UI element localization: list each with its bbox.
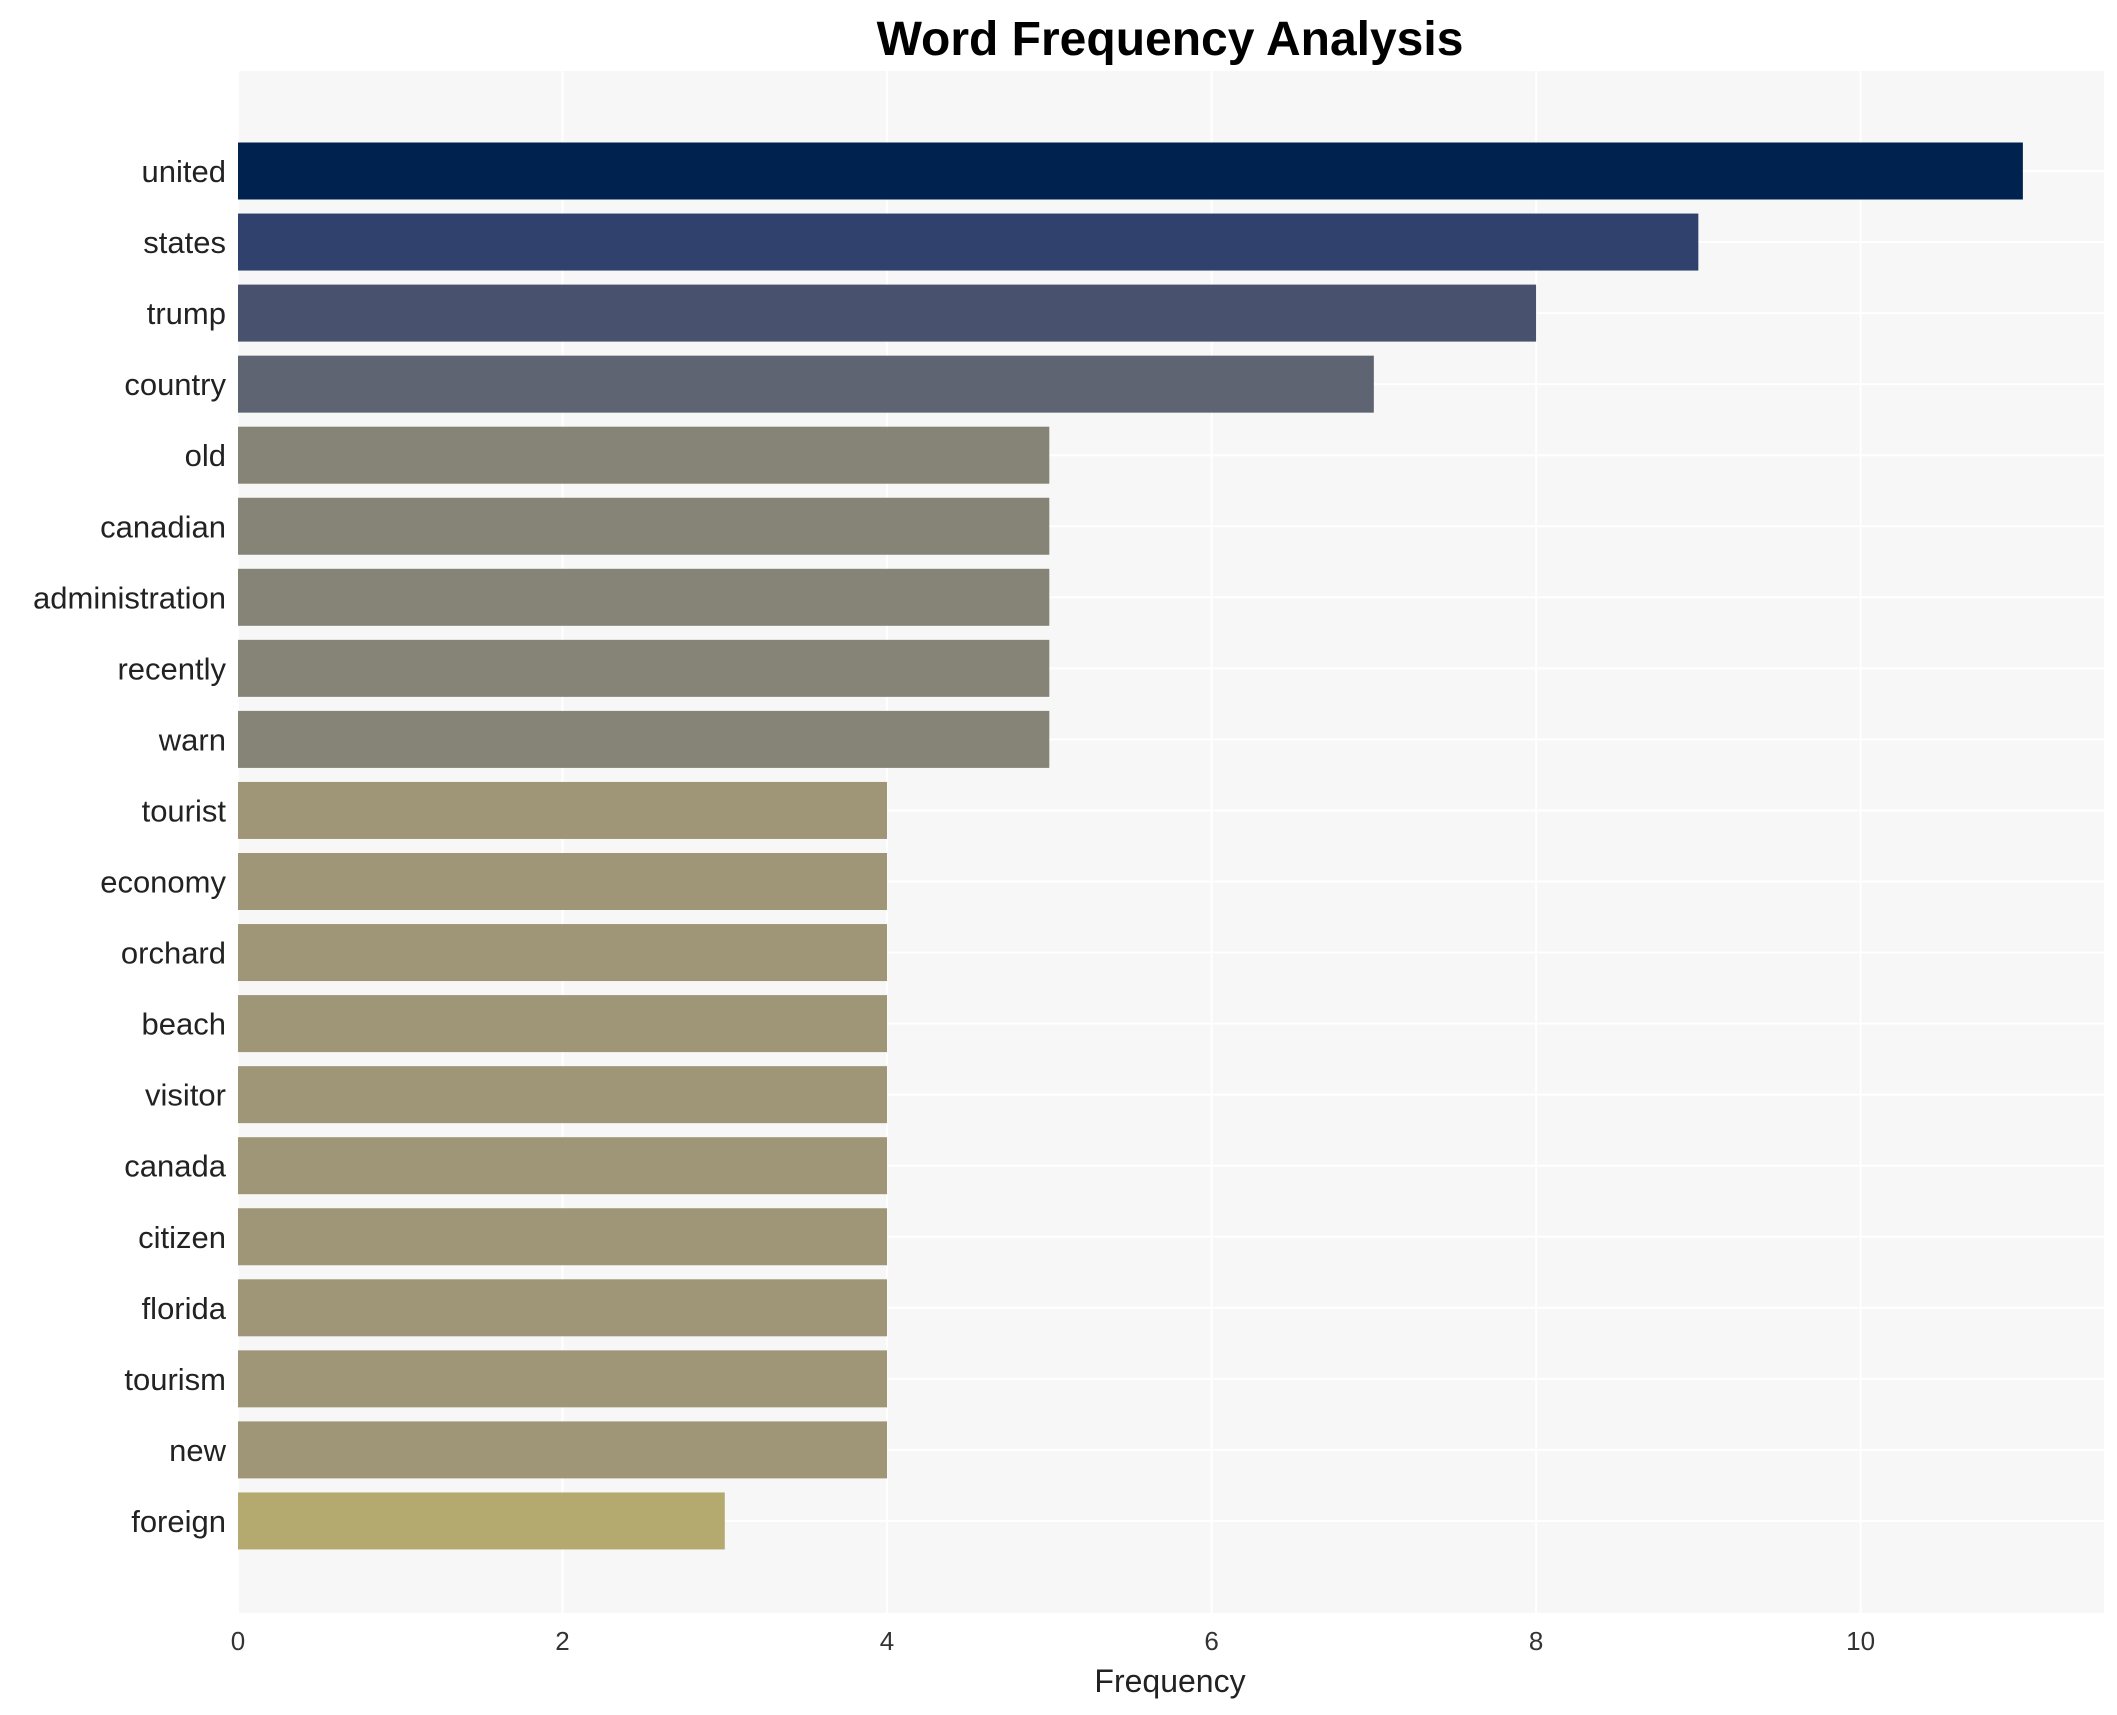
x-tick-label: 6 xyxy=(1204,1626,1218,1656)
category-label: country xyxy=(124,367,226,402)
chart-title: Word Frequency Analysis xyxy=(877,13,1464,66)
bar-warn xyxy=(238,710,1050,768)
bar-recently xyxy=(238,639,1050,697)
category-label: warn xyxy=(158,722,226,757)
bar-states xyxy=(238,213,1699,271)
bar-visitor xyxy=(238,1066,888,1124)
bar-country xyxy=(238,355,1374,413)
category-label: economy xyxy=(100,865,226,900)
category-label: canada xyxy=(124,1149,226,1184)
x-tick-label: 0 xyxy=(231,1626,245,1656)
category-label: states xyxy=(143,225,226,260)
category-labels: united states trump country old canadian admin… xyxy=(33,154,227,1539)
bar-trump xyxy=(238,284,1537,342)
x-tick-label: 10 xyxy=(1846,1626,1875,1656)
x-tick-label: 2 xyxy=(555,1626,569,1656)
bar-orchard xyxy=(238,924,888,982)
bars xyxy=(238,142,2023,1550)
category-label: united xyxy=(142,154,226,189)
category-label: orchard xyxy=(121,936,226,971)
bar-united xyxy=(238,142,2023,200)
bar-old xyxy=(238,426,1050,484)
bar-canadian xyxy=(238,497,1050,555)
bar-tourist xyxy=(238,781,888,839)
category-label: old xyxy=(185,438,226,473)
x-tick-label: 4 xyxy=(880,1626,894,1656)
category-label: canadian xyxy=(100,509,226,544)
category-label: visitor xyxy=(145,1078,226,1113)
bar-florida xyxy=(238,1279,888,1337)
category-label: trump xyxy=(147,296,226,331)
x-axis-label: Frequency xyxy=(1094,1663,1245,1699)
category-label: beach xyxy=(142,1007,226,1042)
bar-new xyxy=(238,1421,888,1479)
category-label: tourist xyxy=(142,793,227,828)
bar-canada xyxy=(238,1137,888,1195)
category-label: tourism xyxy=(124,1362,226,1397)
bar-beach xyxy=(238,995,888,1053)
bar-tourism xyxy=(238,1350,888,1408)
category-label: administration xyxy=(33,580,226,615)
category-label: foreign xyxy=(131,1504,226,1539)
x-tick-labels: 0 2 4 6 8 10 xyxy=(231,1626,1875,1656)
category-label: new xyxy=(169,1433,226,1468)
bar-foreign xyxy=(238,1492,725,1550)
category-label: recently xyxy=(117,651,226,686)
bar-citizen xyxy=(238,1208,888,1266)
bar-economy xyxy=(238,853,888,910)
category-label: florida xyxy=(142,1291,227,1326)
x-tick-label: 8 xyxy=(1529,1626,1543,1656)
bar-administration xyxy=(238,568,1050,626)
category-label: citizen xyxy=(138,1220,226,1255)
